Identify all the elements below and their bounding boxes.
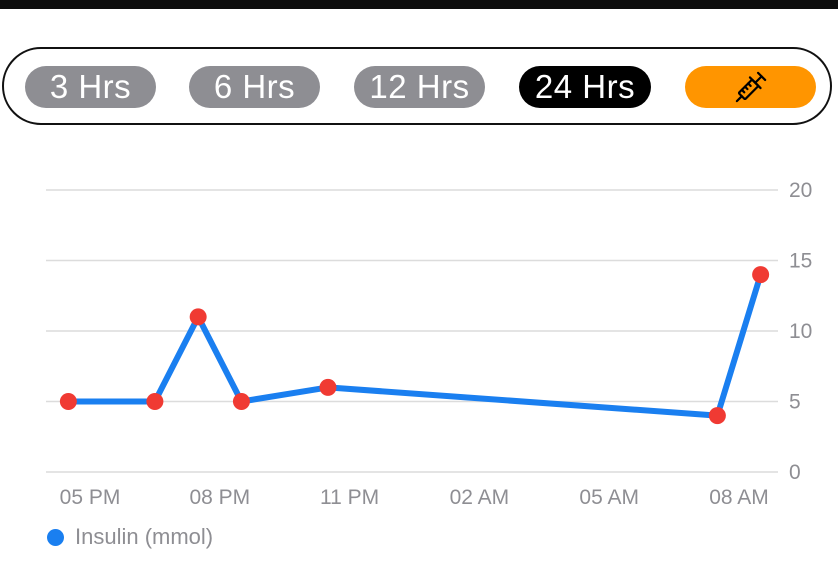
range-24-hrs-button[interactable]: 24 Hrs (519, 66, 651, 108)
x-tick-label: 08 PM (189, 486, 250, 509)
y-tick-label: 5 (789, 391, 801, 414)
range-12-hrs-button[interactable]: 12 Hrs (354, 66, 485, 108)
insulin-chart: 0 5 10 15 20 05 PM 08 PM 11 PM 02 AM 05 AM 08 AM (46, 179, 812, 509)
data-point (59, 393, 77, 410)
y-tick-label: 10 (789, 320, 812, 343)
data-point (232, 393, 250, 410)
data-point (752, 266, 770, 284)
status-bar (0, 0, 838, 9)
x-tick-label: 02 AM (450, 486, 510, 509)
x-tick-label: 08 AM (709, 486, 769, 509)
data-point (189, 308, 207, 326)
x-tick-label: 11 PM (320, 486, 379, 509)
range-6-hrs-button[interactable]: 6 Hrs (189, 66, 320, 108)
data-point (319, 378, 337, 396)
range-3-hrs-button[interactable]: 3 Hrs (25, 66, 156, 108)
y-tick-label: 15 (789, 250, 812, 273)
legend-label: Insulin (mmol) (75, 524, 214, 549)
syringe-icon (735, 71, 766, 103)
x-tick-label: 05 PM (60, 486, 121, 509)
y-tick-label: 20 (789, 179, 812, 202)
range-6-hrs-label: 6 Hrs (213, 68, 296, 105)
series-line (65, 271, 764, 419)
legend-swatch (47, 528, 64, 546)
chart-legend: Insulin (mmol) (47, 524, 213, 550)
time-range-selector: 3 Hrs 6 Hrs 12 Hrs 24 Hrs (2, 47, 832, 125)
data-point (146, 393, 164, 410)
add-insulin-button[interactable] (685, 66, 816, 108)
data-point (708, 407, 726, 425)
range-12-hrs-label: 12 Hrs (369, 68, 470, 105)
range-3-hrs-label: 3 Hrs (49, 68, 132, 105)
range-24-hrs-label: 24 Hrs (534, 68, 636, 105)
x-tick-label: 05 AM (579, 486, 639, 509)
y-tick-label: 0 (789, 461, 801, 484)
